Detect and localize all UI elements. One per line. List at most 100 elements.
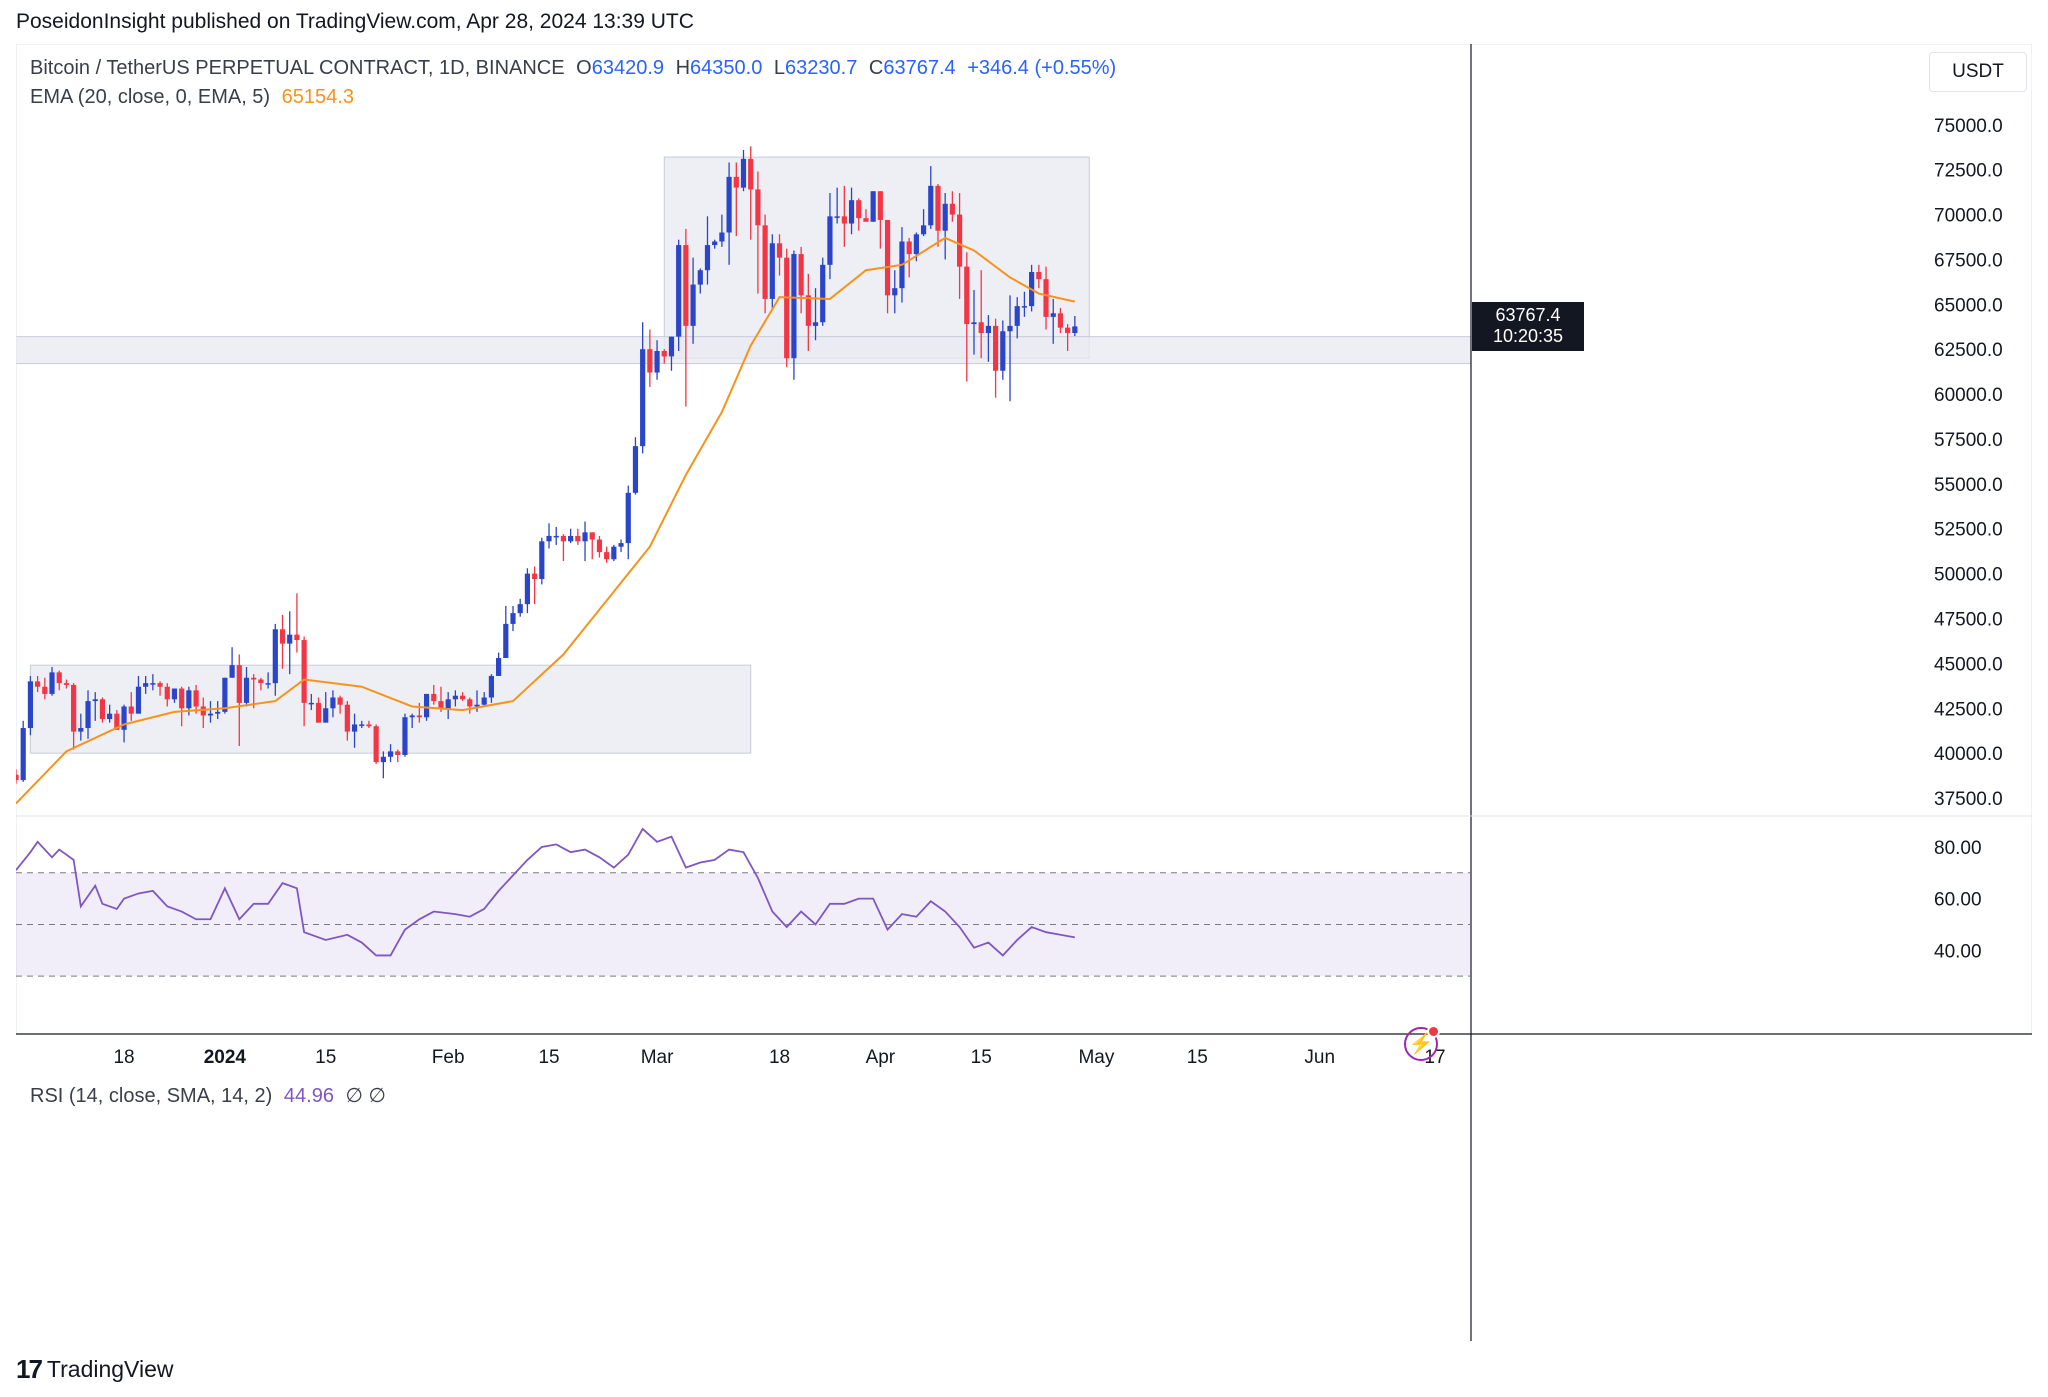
high-value: 64350.0 [690, 57, 763, 79]
close-value: 63767.4 [883, 57, 956, 79]
candle [784, 248, 790, 368]
candle-body [935, 185, 941, 231]
candle [834, 187, 840, 224]
currency-button[interactable]: USDT [1929, 52, 2027, 92]
candle-body [877, 191, 883, 220]
candle [618, 539, 624, 553]
candle [661, 349, 667, 364]
bar-countdown: 10:20:35 [1492, 326, 1564, 347]
candle-body [1072, 326, 1078, 334]
candle-body [762, 225, 768, 299]
candle [200, 697, 206, 729]
candle [150, 674, 156, 691]
candle-body [503, 623, 509, 659]
range-zone-0 [29, 664, 752, 754]
candle-body [848, 200, 855, 224]
price-tick-label: 42500.0 [1934, 699, 2003, 720]
candle [798, 246, 804, 314]
candle-body [668, 336, 675, 357]
candle [323, 692, 329, 723]
candle [85, 690, 91, 739]
candle-body [618, 543, 624, 547]
price-tick-label: 65000.0 [1934, 295, 2003, 316]
candle-body [539, 541, 545, 580]
candle-body [279, 629, 286, 644]
candle-body [712, 241, 718, 246]
chart-canvas[interactable]: 37500.0 40000.0 42500.0 45000.0 47500.0 50000… [16, 44, 2032, 1341]
candle [243, 666, 250, 707]
candle-body [200, 706, 206, 716]
candle [1072, 315, 1078, 337]
candle-body [330, 697, 336, 709]
candle [294, 593, 300, 653]
candle-body [121, 706, 127, 730]
candle-body [575, 535, 581, 542]
candle [654, 340, 660, 380]
candle-body [625, 492, 631, 544]
candle-body [1043, 279, 1049, 317]
candle [604, 546, 610, 563]
candle-body [423, 693, 430, 718]
candle [704, 216, 711, 285]
candle-body [222, 677, 228, 712]
candle [287, 611, 293, 675]
candle [27, 675, 33, 736]
candle-body [546, 535, 552, 542]
lightning-bolt-icon[interactable]: ⚡ [1404, 1025, 1440, 1061]
candle [481, 692, 487, 707]
candle [870, 191, 876, 222]
candle [1014, 297, 1020, 339]
candle-body [1065, 327, 1071, 334]
rsi-legend[interactable]: RSI (14, close, SMA, 14, 2) 44.96 ∅ ∅ [30, 1083, 392, 1108]
candle-body [1021, 306, 1028, 308]
candle-body [1057, 313, 1064, 328]
ema-legend[interactable]: EMA (20, close, 0, EMA, 5) 65154.3 [30, 86, 360, 109]
candle-body [409, 715, 415, 718]
tradingview-logo[interactable]: 17 TradingView [16, 1354, 174, 1385]
candle-body [1036, 272, 1042, 280]
candle-body [315, 702, 322, 723]
symbol-title[interactable]: Bitcoin / TetherUS PERPETUAL CONTRACT, 1… [30, 57, 565, 79]
candle [315, 697, 322, 723]
candle-body [438, 701, 444, 709]
candle-body [993, 325, 999, 371]
candle [344, 701, 350, 741]
candle [459, 692, 466, 702]
candle [63, 679, 70, 689]
rsi-label: RSI (14, close, SMA, 14, 2) [30, 1085, 273, 1107]
candle [1000, 320, 1006, 380]
price-tick-label: 55000.0 [1934, 475, 2003, 496]
time-tick-label: May [1078, 1047, 1114, 1068]
candle [524, 568, 531, 614]
candle [99, 697, 106, 723]
candle [848, 187, 855, 235]
candle-body [1000, 331, 1006, 371]
candle-body [870, 191, 876, 222]
candle [841, 185, 847, 247]
candle-body [733, 176, 739, 188]
candle [171, 688, 178, 703]
candle-body [402, 717, 408, 755]
candle [956, 193, 963, 299]
candle [1036, 264, 1042, 289]
candle-body [769, 243, 775, 299]
close-label: C [868, 57, 884, 79]
candle [589, 532, 595, 560]
candle [776, 234, 783, 276]
chart-container: 37500.0 40000.0 42500.0 45000.0 47500.0 50000… [16, 44, 2032, 1341]
candle-body [215, 711, 221, 714]
ema-line [16, 236, 1076, 805]
candle-body [755, 189, 761, 226]
candle-body [35, 681, 41, 687]
candle [762, 214, 768, 314]
candle-body [150, 683, 156, 685]
candle [971, 289, 977, 355]
candle-body [697, 270, 703, 285]
candle [568, 528, 574, 544]
candle-body [92, 699, 98, 702]
high-label: H [675, 57, 691, 79]
candle-body [841, 216, 847, 224]
time-tick-label: Mar [641, 1047, 674, 1068]
candle-body [920, 225, 927, 235]
rsi-tick-label: 80.00 [1934, 838, 1982, 859]
